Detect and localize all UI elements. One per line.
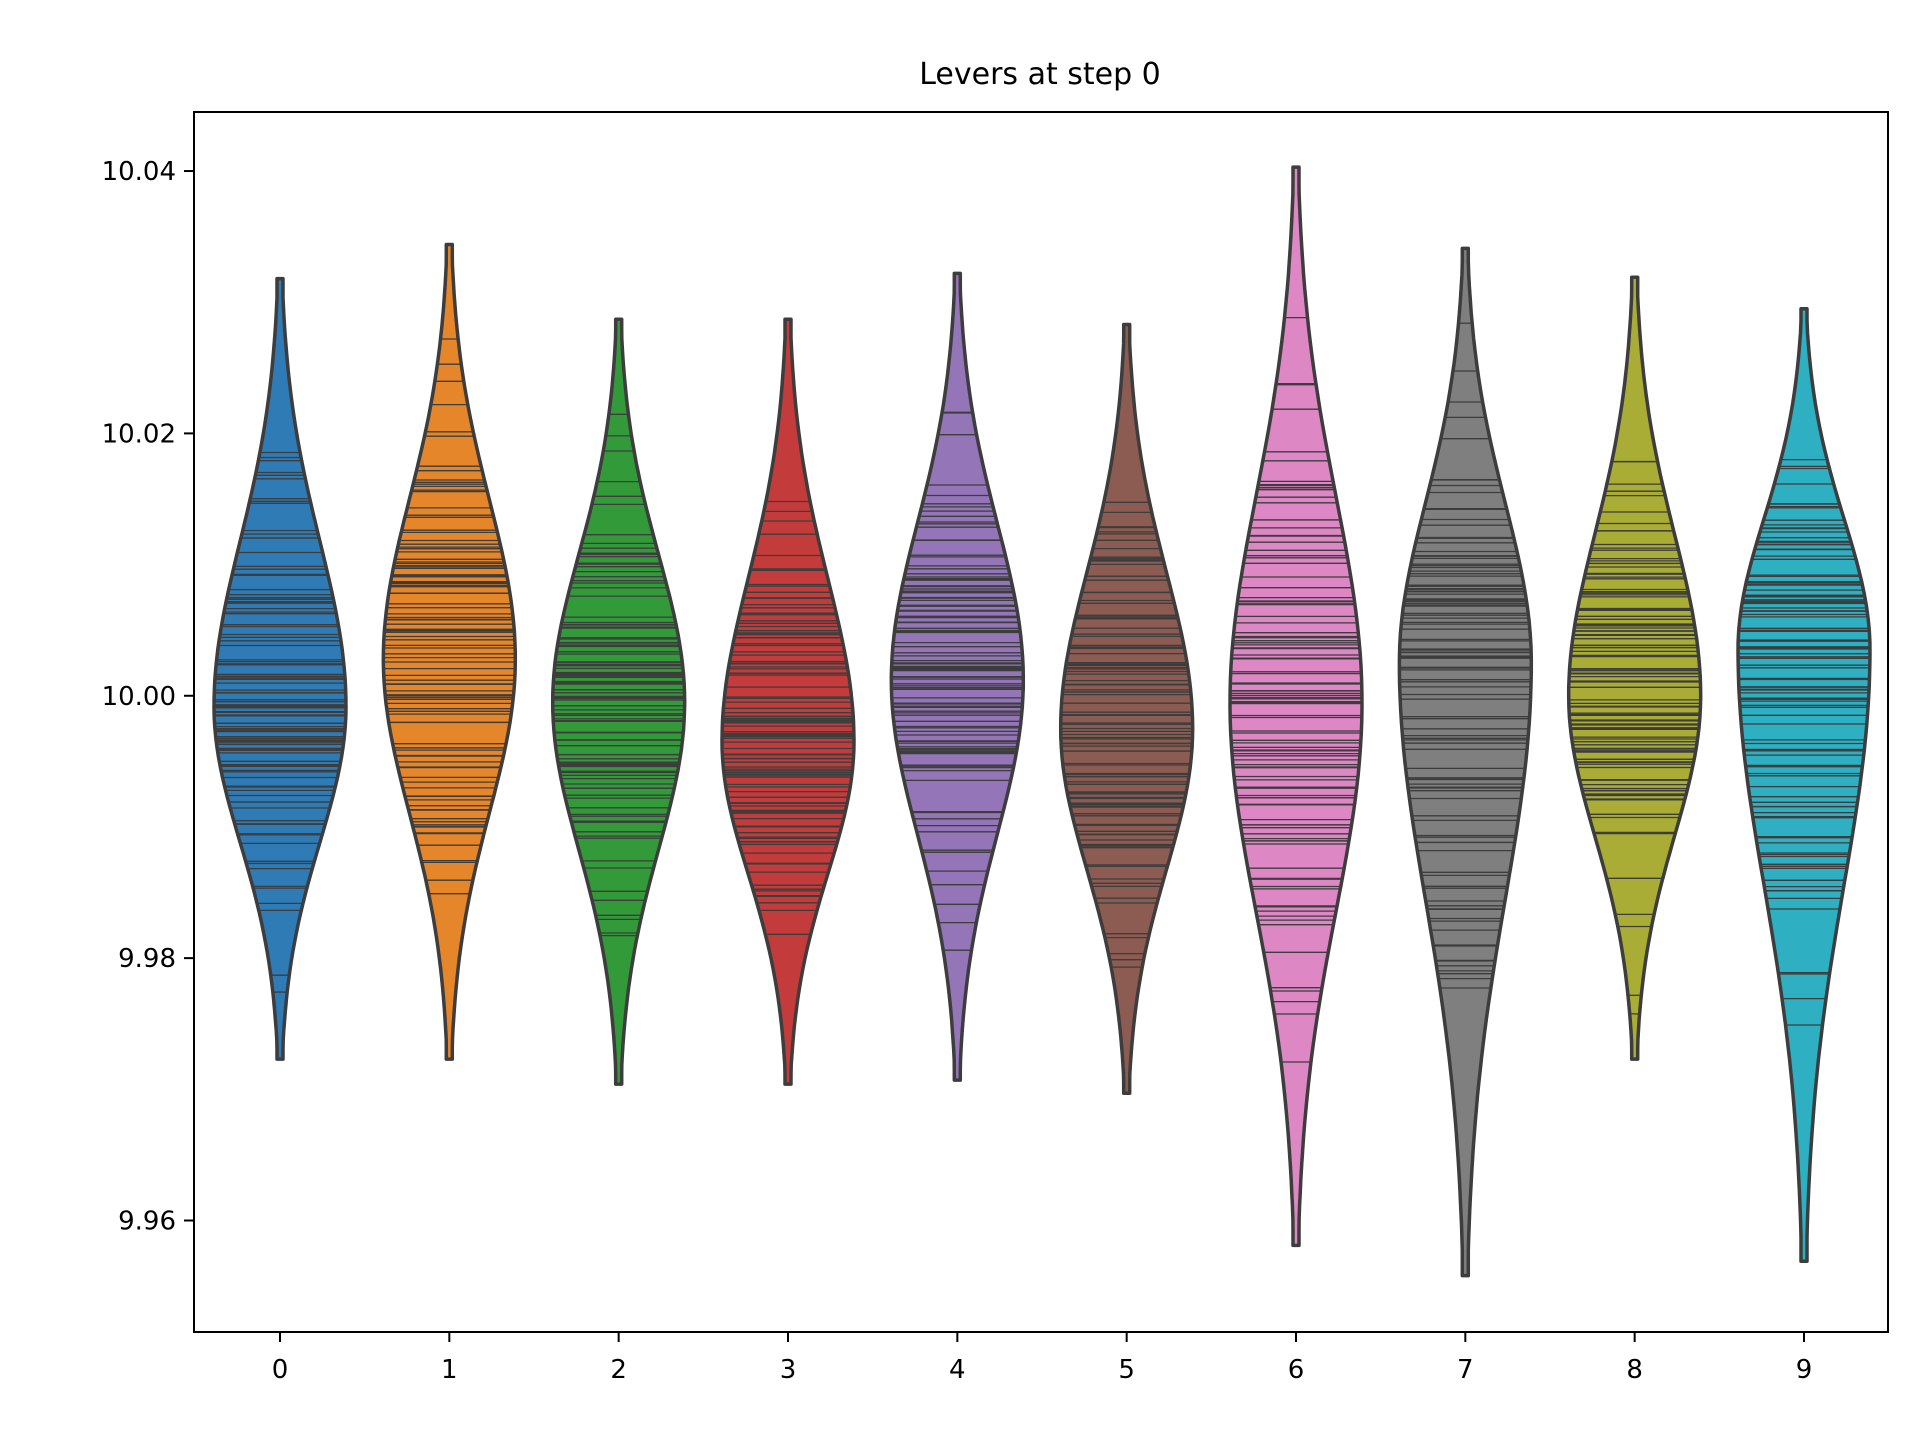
y-tick-label: 9.98 bbox=[118, 944, 176, 974]
violin-7 bbox=[1397, 246, 1534, 1278]
violin-5 bbox=[1058, 322, 1195, 1095]
violin-body bbox=[383, 244, 516, 1060]
x-tick-label: 3 bbox=[780, 1355, 797, 1385]
x-axis: 0 1 2 3 4 5 6 7 8 9 bbox=[272, 1332, 1813, 1385]
x-tick-label: 0 bbox=[272, 1355, 289, 1385]
violin-outline bbox=[1397, 246, 1534, 1278]
y-tick-label: 9.96 bbox=[118, 1206, 176, 1236]
violin-body bbox=[1738, 308, 1870, 1262]
y-tick-label: 10.04 bbox=[102, 157, 176, 187]
violin-outline bbox=[550, 317, 687, 1086]
violin-9 bbox=[1736, 307, 1872, 1263]
x-tick-label: 2 bbox=[610, 1355, 627, 1385]
chart-title: Levers at step 0 bbox=[919, 57, 1161, 92]
violin-outline bbox=[1736, 307, 1872, 1263]
violin-outline bbox=[1566, 275, 1703, 1061]
violin-body bbox=[1230, 167, 1362, 1246]
x-tick-label: 4 bbox=[949, 1355, 966, 1385]
violin-0 bbox=[212, 276, 348, 1061]
plot-frame bbox=[193, 111, 1889, 1333]
x-tick-label: 5 bbox=[1118, 1355, 1135, 1385]
y-tick-label: 10.02 bbox=[102, 419, 176, 449]
violin-3 bbox=[720, 317, 856, 1086]
violin-body bbox=[552, 319, 685, 1085]
y-tick-label: 10.00 bbox=[102, 682, 176, 712]
x-tick-label: 7 bbox=[1457, 1355, 1474, 1385]
violin-outline bbox=[1058, 322, 1195, 1095]
violin-6 bbox=[1228, 165, 1364, 1248]
violin-outline bbox=[1228, 165, 1364, 1248]
violin-body bbox=[1399, 248, 1532, 1276]
violin-1 bbox=[381, 242, 518, 1061]
violin-2 bbox=[550, 317, 687, 1086]
x-tick-label: 6 bbox=[1288, 1355, 1305, 1385]
violin-outline bbox=[381, 242, 518, 1061]
x-tick-label: 8 bbox=[1626, 1355, 1643, 1385]
violin-8 bbox=[1566, 275, 1703, 1061]
violin-outline bbox=[889, 271, 1026, 1082]
y-axis: 9.96 9.98 10.00 10.02 10.04 bbox=[102, 157, 194, 1236]
x-tick-label: 1 bbox=[441, 1355, 458, 1385]
x-tick-label: 9 bbox=[1796, 1355, 1813, 1385]
violins-layer bbox=[212, 165, 1872, 1278]
violin-body bbox=[1060, 324, 1193, 1094]
violin-outline bbox=[720, 317, 856, 1086]
violin-outline bbox=[212, 276, 348, 1061]
violin-4 bbox=[889, 271, 1026, 1082]
